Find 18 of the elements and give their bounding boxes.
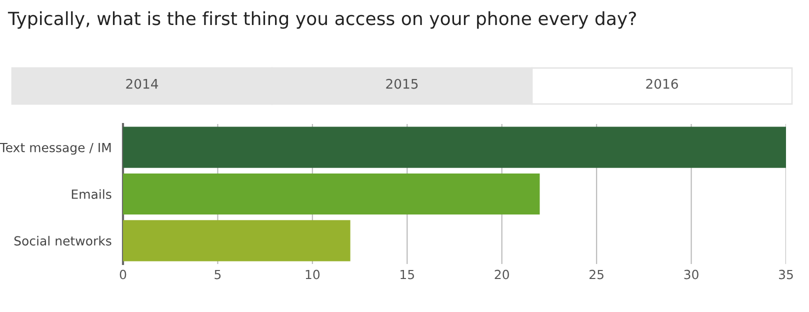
- x-tick-label: 20: [494, 270, 509, 280]
- y-tick-label: Emails: [72, 189, 112, 199]
- text: 2014: [126, 78, 158, 89]
- text: 2015: [386, 78, 418, 89]
- x-tick-label: 35: [779, 270, 793, 280]
- bar: [123, 220, 350, 262]
- bar: [123, 173, 540, 215]
- x-tick-label: 5: [214, 270, 221, 280]
- x-tick-label: 15: [400, 270, 414, 280]
- x-tick-label: 30: [684, 270, 698, 280]
- y-tick-label: Text message / IM: [0, 142, 111, 155]
- bar: [123, 126, 786, 168]
- y-tick-label: Social networks: [14, 236, 112, 246]
- x-tick-label: 10: [306, 270, 320, 280]
- chart-title: Typically, what is the first thing you access on your phone every day?: [8, 11, 636, 29]
- x-tick-label: 0: [120, 270, 126, 280]
- x-tick-label: 25: [590, 270, 604, 280]
- text: 2016: [646, 78, 678, 89]
